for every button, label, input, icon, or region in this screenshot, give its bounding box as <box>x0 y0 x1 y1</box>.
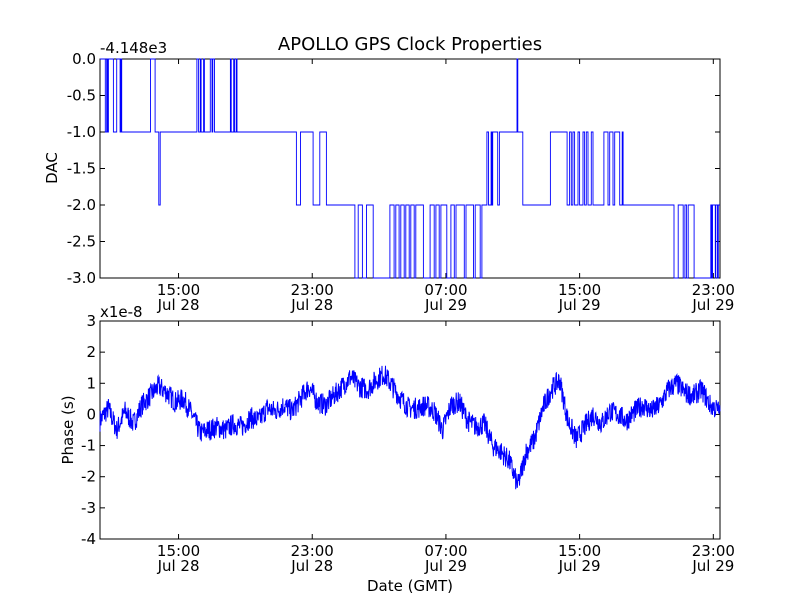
phase-x-tick-time: 23:00 <box>692 542 735 560</box>
phase-offset-text: x1e-8 <box>100 303 143 321</box>
phase-x-tick-time: 07:00 <box>424 542 467 560</box>
phase-x-tick-time: 15:00 <box>558 542 601 560</box>
phase-y-tick-label: 2 <box>86 343 96 361</box>
dac-x-tick-date: Jul 29 <box>424 296 467 314</box>
dac-series-line <box>100 58 720 279</box>
dac-x-tick-time: 07:00 <box>424 281 467 299</box>
dac-panel: -4.148e3 DAC 0.0 -0.5 -1.0 -1.5 -2.0 -2.5 -3.0… <box>43 39 735 314</box>
dac-y-tick-label: -1.0 <box>67 123 96 141</box>
dac-plot-frame <box>99 58 721 279</box>
dac-x-tick-time: 23:00 <box>291 281 334 299</box>
dac-y-tick-label: 0.0 <box>72 50 96 68</box>
phase-x-tick-time: 15:00 <box>157 542 200 560</box>
phase-x-tick-time: 23:00 <box>291 542 334 560</box>
x-axis-label: Date (GMT) <box>367 577 453 595</box>
phase-x-tick-date: Jul 28 <box>157 557 200 575</box>
dac-axis-label: DAC <box>43 152 61 184</box>
phase-x-tick-date: Jul 28 <box>290 557 333 575</box>
dac-y-tick-label: -3.0 <box>67 269 96 287</box>
phase-x-tick-date: Jul 29 <box>691 557 734 575</box>
phase-y-tick-label: -3 <box>81 499 96 517</box>
dac-y-tick-label: -2.0 <box>67 196 96 214</box>
phase-y-tick-label: -1 <box>81 437 96 455</box>
phase-y-tick-label: 3 <box>86 312 96 330</box>
dac-x-tick-date: Jul 28 <box>157 296 200 314</box>
phase-series-line <box>99 365 721 490</box>
phase-x-tick-date: Jul 29 <box>558 557 601 575</box>
dac-x-tick-date: Jul 29 <box>558 296 601 314</box>
phase-y-tick-label: -2 <box>81 468 96 486</box>
dac-x-tick-date: Jul 29 <box>691 296 734 314</box>
chart-title: APOLLO GPS Clock Properties <box>278 34 542 55</box>
dac-x-tick-time: 15:00 <box>558 281 601 299</box>
dac-y-tick-label: -2.5 <box>67 233 96 251</box>
dac-x-tick-date: Jul 28 <box>290 296 333 314</box>
phase-y-tick-label: 1 <box>86 374 96 392</box>
dac-x-tick-time: 23:00 <box>692 281 735 299</box>
dac-x-tick-time: 15:00 <box>157 281 200 299</box>
phase-y-tick-label: -4 <box>81 530 96 548</box>
dac-y-tick-label: -1.5 <box>67 160 96 178</box>
phase-x-tick-date: Jul 29 <box>424 557 467 575</box>
phase-axis-label: Phase (s) <box>59 395 77 464</box>
dac-offset-text: -4.148e3 <box>100 39 167 57</box>
dac-y-tick-label: -0.5 <box>67 87 96 105</box>
phase-y-tick-label: 0 <box>86 405 96 423</box>
